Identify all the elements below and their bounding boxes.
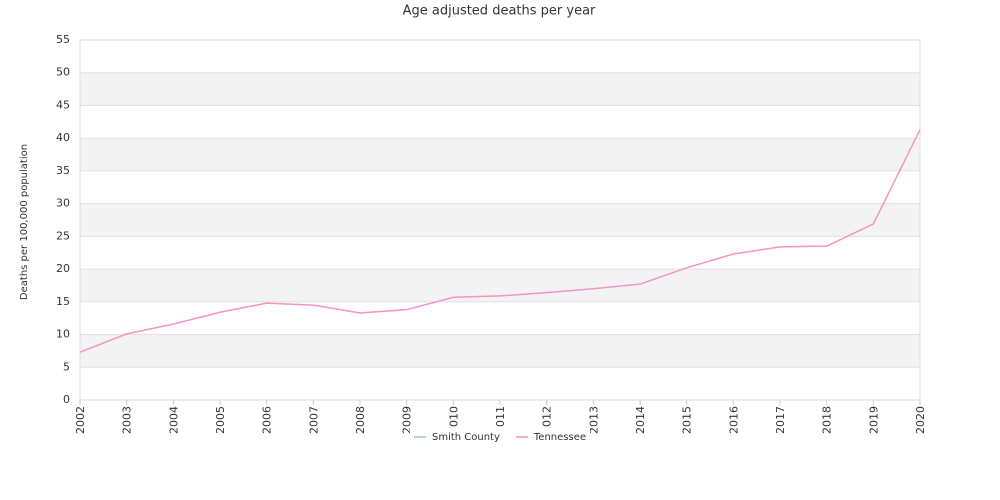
x-tick-label: 2004 bbox=[167, 406, 180, 434]
x-tick-label: 2018 bbox=[821, 406, 834, 434]
x-tick-label: 2007 bbox=[307, 406, 320, 434]
y-tick-label: 20 bbox=[56, 262, 70, 275]
y-tick-label: 25 bbox=[56, 229, 70, 242]
x-tick-label: 2009 bbox=[401, 406, 414, 434]
x-tick-label: 2005 bbox=[214, 406, 227, 434]
y-tick-label: 55 bbox=[56, 33, 70, 46]
x-tick-label: 2015 bbox=[681, 406, 694, 434]
y-tick-label: 15 bbox=[56, 295, 70, 308]
y-axis-label: Deaths per 100,000 population bbox=[19, 144, 30, 300]
x-tick-label: 2003 bbox=[121, 406, 134, 434]
y-tick-label: 30 bbox=[56, 197, 70, 210]
x-tick-label: 2014 bbox=[634, 406, 647, 434]
y-tick-label: 0 bbox=[63, 393, 70, 406]
x-tick-label: 2020 bbox=[914, 406, 927, 434]
chart-title: Age adjusted deaths per year bbox=[403, 4, 596, 19]
legend: Smith County Tennessee bbox=[409, 428, 591, 446]
x-tick-label: 2016 bbox=[727, 406, 740, 434]
x-tick-label: 2008 bbox=[354, 406, 367, 434]
x-tick-label: 2006 bbox=[261, 406, 274, 434]
x-tick-label: 2011 bbox=[494, 406, 507, 434]
grid-band bbox=[80, 269, 920, 302]
legend-label: Smith County bbox=[432, 432, 500, 443]
y-tick-label: 5 bbox=[63, 360, 70, 373]
x-tick-label: 2010 bbox=[447, 406, 460, 434]
legend-label: Tennessee bbox=[533, 432, 586, 443]
y-tick-label: 10 bbox=[56, 328, 70, 341]
grid-band bbox=[80, 334, 920, 368]
x-tick-label: 2002 bbox=[74, 406, 87, 434]
y-tick-label: 35 bbox=[56, 164, 70, 177]
y-tick-label: 40 bbox=[56, 131, 70, 144]
grid-band bbox=[80, 72, 920, 106]
grid-band bbox=[80, 203, 920, 237]
y-tick-label: 50 bbox=[56, 66, 70, 79]
x-tick-label: 2013 bbox=[587, 406, 600, 434]
grid-band bbox=[80, 138, 920, 171]
line-series bbox=[79, 129, 921, 353]
x-tick-label: 2012 bbox=[541, 406, 554, 434]
y-tick-label: 45 bbox=[56, 98, 70, 111]
x-tick-label: 2019 bbox=[867, 406, 880, 434]
x-tick-label: 2017 bbox=[774, 406, 787, 434]
legend-bg bbox=[409, 428, 591, 446]
